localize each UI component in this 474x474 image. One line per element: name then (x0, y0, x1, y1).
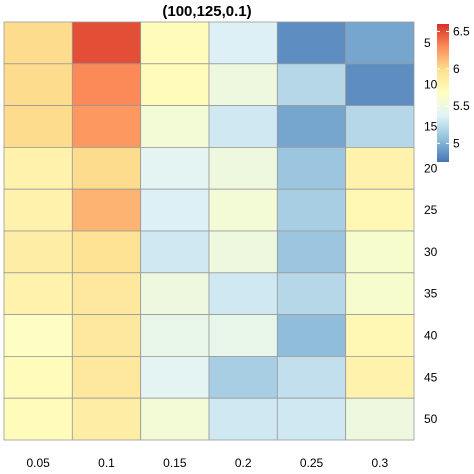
y-tick-label: 20 (424, 161, 438, 175)
heatmap-cell (208, 355, 278, 399)
heatmap-cell (208, 146, 278, 190)
heatmap-cell (3, 188, 73, 232)
heatmap-cell (140, 146, 210, 190)
heatmap-cell (71, 146, 142, 190)
y-tick-label: 40 (424, 329, 438, 343)
heatmap-cell (276, 272, 347, 315)
heatmap-cell (276, 105, 347, 148)
y-tick-label: 35 (424, 287, 438, 301)
heatmap-cell (3, 355, 73, 399)
heatmap-cell (276, 397, 347, 441)
x-tick-label: 0.05 (26, 456, 50, 470)
colorbar-tick-label: 5.5 (453, 99, 470, 113)
heatmap-cell (3, 230, 73, 274)
y-tick-label: 5 (424, 36, 431, 50)
heatmap-cell (276, 188, 347, 232)
heatmap-cell (345, 146, 415, 190)
y-tick-label: 45 (424, 370, 438, 384)
y-axis-tick-labels: 5 10 15 20 25 30 35 40 45 50 (424, 36, 438, 426)
heatmap-cell (140, 397, 210, 441)
heatmap-cell (276, 21, 347, 65)
heatmap-cell (140, 272, 210, 315)
colorbar-tick-label: 6 (453, 62, 460, 76)
heatmap-cell (345, 397, 415, 441)
heatmap-cell (3, 146, 73, 190)
heatmap-cell (208, 272, 278, 315)
heatmap-cell (208, 314, 278, 357)
heatmap-cell (3, 272, 73, 315)
heatmap-cell (276, 314, 347, 357)
heatmap-cell (71, 355, 142, 399)
x-tick-label: 0.2 (235, 456, 252, 470)
colorbar-gradient (437, 24, 449, 162)
heatmap-cell (345, 21, 415, 65)
heatmap-cell (208, 21, 278, 65)
heatmap-cell (345, 63, 415, 106)
heatmap-cell (208, 230, 278, 274)
heatmap-cell (140, 230, 210, 274)
x-axis-tick-labels: 0.05 0.1 0.15 0.2 0.25 0.3 (26, 456, 388, 470)
y-tick-label: 50 (424, 412, 438, 426)
heatmap-cell (71, 397, 142, 441)
heatmap-cell (140, 355, 210, 399)
colorbar-tick-label: 6.5 (453, 24, 470, 38)
colorbar-tick-label: 5 (453, 136, 460, 150)
x-tick-label: 0.15 (163, 456, 187, 470)
heatmap-cell (276, 63, 347, 106)
y-tick-label: 30 (424, 245, 438, 259)
x-tick-label: 0.25 (300, 456, 324, 470)
heatmap-cell (345, 355, 415, 399)
heatmap-cell (208, 63, 278, 106)
chart-title: (100,125,0.1) (162, 3, 251, 20)
y-tick-label: 25 (424, 203, 438, 217)
y-tick-label: 15 (424, 120, 438, 134)
heatmap-cell (71, 21, 142, 65)
heatmap-cell (345, 314, 415, 357)
x-tick-label: 0.3 (371, 456, 388, 470)
heatmap-cell (345, 105, 415, 148)
heatmap-cell (3, 105, 73, 148)
heatmap-cell (140, 314, 210, 357)
heatmap-cell (71, 105, 142, 148)
heatmap-cell (345, 272, 415, 315)
heatmap-cell (3, 21, 73, 65)
colorbar-legend: 5 5.5 6 6.5 (437, 24, 470, 162)
heatmap-cell (345, 230, 415, 274)
heatmap-cell (71, 272, 142, 315)
heatmap-cell (71, 230, 142, 274)
y-tick-label: 10 (424, 78, 438, 92)
heatmap-cell (71, 63, 142, 106)
heatmap-cell (345, 188, 415, 232)
heatmap-cell (3, 314, 73, 357)
heatmap-cell (276, 230, 347, 274)
heatmap-cell (140, 188, 210, 232)
heatmap-cell (276, 355, 347, 399)
heatmap-cell (3, 63, 73, 106)
heatmap-cell (71, 314, 142, 357)
x-tick-label: 0.1 (98, 456, 115, 470)
heatmap-cell (140, 21, 210, 65)
heatmap-cell (140, 63, 210, 106)
heatmap-cell (208, 188, 278, 232)
heatmap-cell (140, 105, 210, 148)
heatmap-cell (276, 146, 347, 190)
heatmap-cells (3, 21, 415, 441)
heatmap-cell (208, 105, 278, 148)
heatmap-cell (208, 397, 278, 441)
heatmap-cell (3, 397, 73, 441)
heatmap-cell (71, 188, 142, 232)
